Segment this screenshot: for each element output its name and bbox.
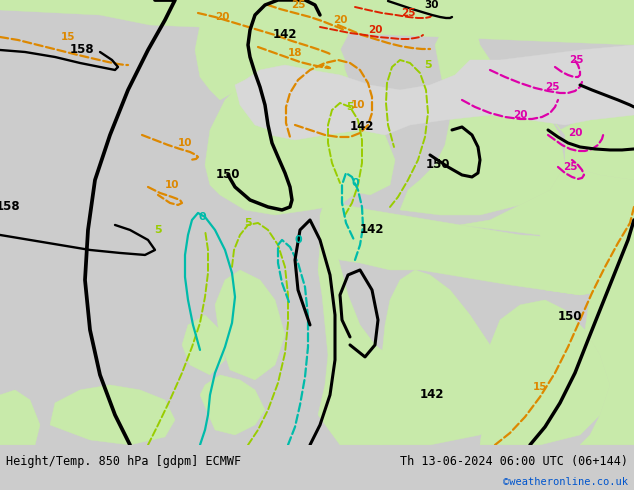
Text: 15: 15: [533, 382, 547, 392]
Text: ©weatheronline.co.uk: ©weatheronline.co.uk: [503, 477, 628, 487]
Text: 20: 20: [513, 110, 527, 120]
Polygon shape: [205, 70, 365, 215]
Polygon shape: [0, 5, 634, 45]
Polygon shape: [545, 110, 634, 180]
Text: 25: 25: [545, 82, 559, 92]
Text: 150: 150: [558, 311, 582, 323]
Polygon shape: [195, 0, 345, 100]
Polygon shape: [0, 0, 634, 5]
Text: 5: 5: [424, 60, 432, 70]
Text: 20: 20: [333, 15, 347, 25]
Text: Th 13-06-2024 06:00 UTC (06+144): Th 13-06-2024 06:00 UTC (06+144): [400, 455, 628, 468]
Text: 142: 142: [350, 121, 374, 133]
Text: 20: 20: [368, 25, 382, 35]
Polygon shape: [215, 270, 285, 380]
Text: 158: 158: [0, 200, 20, 214]
Text: 25: 25: [291, 0, 305, 10]
Polygon shape: [235, 45, 634, 140]
Text: 5: 5: [346, 102, 354, 112]
Text: 0: 0: [198, 212, 206, 222]
Text: 10: 10: [178, 138, 192, 148]
Text: 25: 25: [569, 55, 583, 65]
Polygon shape: [50, 385, 175, 445]
Polygon shape: [182, 315, 225, 375]
Text: 10: 10: [351, 100, 365, 110]
Polygon shape: [400, 15, 565, 215]
Text: 20: 20: [568, 128, 582, 138]
Polygon shape: [320, 200, 634, 295]
Polygon shape: [318, 230, 430, 445]
Text: 25: 25: [563, 162, 577, 172]
Text: 142: 142: [420, 389, 444, 401]
Text: 150: 150: [426, 158, 450, 172]
Text: 5: 5: [154, 225, 162, 235]
Polygon shape: [378, 270, 510, 445]
Text: 30: 30: [425, 0, 439, 10]
Text: 25: 25: [401, 8, 415, 18]
Text: 150: 150: [216, 169, 240, 181]
Text: 10: 10: [165, 180, 179, 190]
Text: 0: 0: [351, 178, 359, 188]
Text: 15: 15: [61, 32, 75, 42]
Text: Height/Temp. 850 hPa [gdpm] ECMWF: Height/Temp. 850 hPa [gdpm] ECMWF: [6, 455, 241, 468]
Polygon shape: [480, 300, 610, 445]
Text: 142: 142: [273, 28, 297, 42]
Polygon shape: [322, 25, 395, 195]
Text: 18: 18: [288, 48, 302, 58]
Polygon shape: [460, 165, 634, 295]
Polygon shape: [200, 375, 265, 435]
Text: 142: 142: [359, 223, 384, 237]
Text: 20: 20: [215, 12, 230, 22]
Text: 5: 5: [244, 218, 252, 228]
Text: 158: 158: [70, 44, 94, 56]
Polygon shape: [0, 390, 40, 445]
Text: 0: 0: [294, 235, 302, 245]
Polygon shape: [580, 245, 634, 445]
